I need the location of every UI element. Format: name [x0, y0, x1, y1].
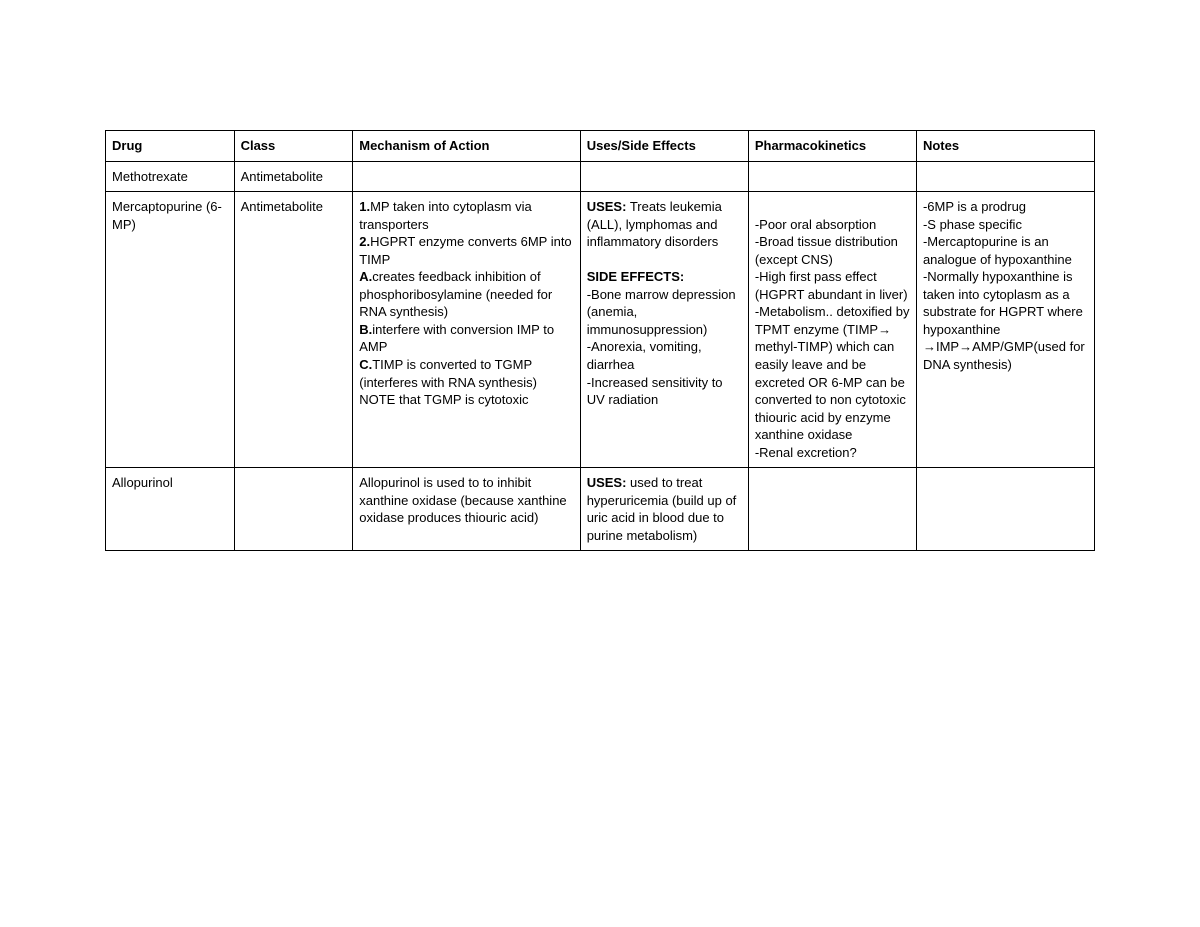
cell-uses	[580, 161, 748, 192]
cell-text: -S phase specific	[923, 217, 1022, 232]
cell-text: Allopurinol is used to to inhibit xanthi…	[359, 475, 566, 525]
bold-prefix: USES:	[587, 475, 627, 490]
bold-prefix: C.	[359, 357, 372, 372]
col-header-class: Class	[234, 131, 353, 162]
cell-mechanism: 1.MP taken into cytoplasm via transporte…	[353, 192, 580, 468]
cell-text: -Poor oral absorption	[755, 217, 876, 232]
cell-text: creates feedback inhibition of phosphori…	[359, 269, 552, 319]
cell-text: -6MP is a prodrug	[923, 199, 1026, 214]
cell-text: MP taken into cytoplasm via transporters	[359, 199, 531, 232]
cell-class: Antimetabolite	[234, 161, 353, 192]
cell-text: interfere with conversion IMP to AMP	[359, 322, 554, 355]
table-row: MethotrexateAntimetabolite	[106, 161, 1095, 192]
cell-mechanism: Allopurinol is used to to inhibit xanthi…	[353, 468, 580, 551]
col-header-drug: Drug	[106, 131, 235, 162]
bold-prefix: 1.	[359, 199, 370, 214]
cell-text: -High first pass effect (HGPRT abundant …	[755, 269, 908, 302]
cell-text: -Renal excretion?	[755, 445, 857, 460]
cell-notes	[916, 161, 1094, 192]
document-page: Drug Class Mechanism of Action Uses/Side…	[0, 0, 1200, 927]
cell-pk: -Poor oral absorption -Broad tissue distr…	[748, 192, 916, 468]
cell-text: -Increased sensitivity to UV radiation	[587, 375, 723, 408]
table-row: Allopurinol Allopurinol is used to to inh…	[106, 468, 1095, 551]
col-header-pk: Pharmacokinetics	[748, 131, 916, 162]
cell-text: -Broad tissue distribution (except CNS)	[755, 234, 898, 267]
cell-class	[234, 468, 353, 551]
cell-drug: Allopurinol	[106, 468, 235, 551]
bold-prefix: SIDE EFFECTS:	[587, 269, 685, 284]
table-row: Mercaptopurine (6-MP)Antimetabolite1.MP …	[106, 192, 1095, 468]
cell-text: -Anorexia, vomiting, diarrhea	[587, 339, 702, 372]
col-header-notes: Notes	[916, 131, 1094, 162]
cell-text: -Metabolism.. detoxified by TPMT enzyme …	[755, 304, 910, 442]
cell-text: HGPRT enzyme converts 6MP into TIMP	[359, 234, 571, 267]
cell-pk	[748, 161, 916, 192]
cell-mechanism	[353, 161, 580, 192]
cell-notes: -6MP is a prodrug -S phase specific -Merca…	[916, 192, 1094, 468]
cell-drug: Mercaptopurine (6-MP)	[106, 192, 235, 468]
cell-pk	[748, 468, 916, 551]
table-header-row: Drug Class Mechanism of Action Uses/Side…	[106, 131, 1095, 162]
cell-text: TIMP is converted to TGMP (interferes wi…	[359, 357, 537, 407]
cell-text: -Normally hypoxanthine is taken into cyt…	[923, 269, 1085, 372]
col-header-mechanism: Mechanism of Action	[353, 131, 580, 162]
cell-class: Antimetabolite	[234, 192, 353, 468]
cell-uses: USES: used to treat hyperuricemia (build…	[580, 468, 748, 551]
cell-text: -Bone marrow depression (anemia, immunos…	[587, 287, 736, 337]
col-header-uses: Uses/Side Effects	[580, 131, 748, 162]
bold-prefix: B.	[359, 322, 372, 337]
cell-uses: USES: Treats leukemia (ALL), lymphomas a…	[580, 192, 748, 468]
cell-text: -Mercaptopurine is an analogue of hypoxa…	[923, 234, 1072, 267]
drug-table: Drug Class Mechanism of Action Uses/Side…	[105, 130, 1095, 551]
bold-prefix: USES:	[587, 199, 627, 214]
table-body: MethotrexateAntimetaboliteMercaptopurine…	[106, 161, 1095, 551]
cell-drug: Methotrexate	[106, 161, 235, 192]
cell-notes	[916, 468, 1094, 551]
bold-prefix: 2.	[359, 234, 370, 249]
bold-prefix: A.	[359, 269, 372, 284]
